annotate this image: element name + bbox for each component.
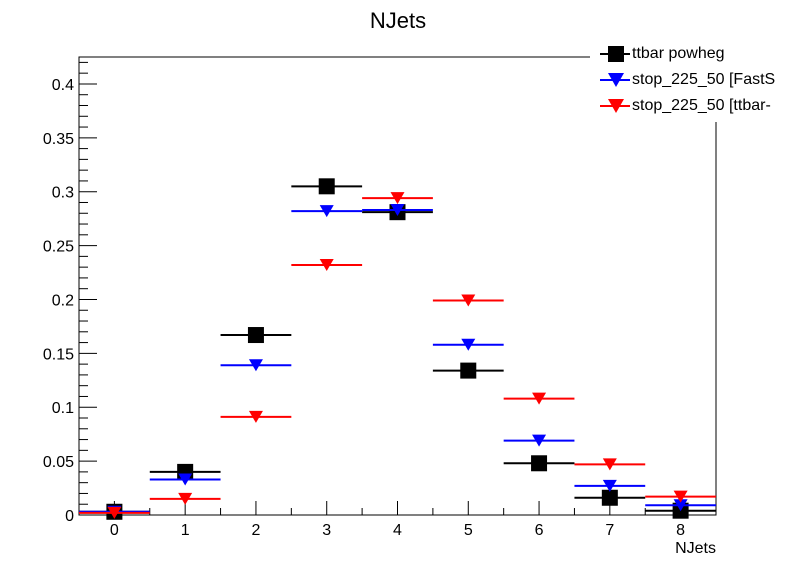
- legend-label: stop_225_50 [ttbar-: [632, 97, 771, 114]
- series-2: [79, 192, 716, 519]
- square-marker-icon: [600, 46, 630, 62]
- x-tick-label: 1: [181, 522, 190, 539]
- y-tick-label: 0.3: [52, 185, 74, 202]
- x-tick-label: 7: [605, 522, 614, 539]
- x-tick-label: 2: [251, 522, 260, 539]
- data-point: [107, 506, 122, 519]
- data-point: [318, 178, 335, 195]
- data-point: [248, 359, 263, 372]
- x-tick-label: 4: [393, 522, 402, 539]
- legend-label: stop_225_50 [FastS: [632, 71, 776, 88]
- x-tick-label: 5: [464, 522, 473, 539]
- x-tick-label: 3: [322, 522, 331, 539]
- legend-entry-ttbar: ttbar powheg: [590, 41, 796, 67]
- data-point: [390, 204, 405, 217]
- x-tick-label: 6: [535, 522, 544, 539]
- y-tick-label: 0.1: [52, 400, 74, 417]
- y-tick-label: 0.05: [43, 454, 74, 471]
- legend-label: ttbar powheg: [632, 45, 725, 62]
- data-point: [390, 192, 405, 205]
- y-tick-label: 0.15: [43, 346, 74, 363]
- y-tick-label: 0: [65, 508, 74, 525]
- series-1: [79, 204, 716, 518]
- data-point: [531, 455, 548, 472]
- data-point: [460, 362, 477, 379]
- triangle-down-marker-icon: [600, 99, 630, 113]
- y-tick-label: 0.35: [43, 131, 74, 148]
- y-axis: 0 0.05 0.1 0.15 0.2 0.25 0.3 0.35 0.4: [43, 61, 97, 525]
- series-layer: [79, 178, 716, 520]
- triangle-down-marker-icon: [600, 73, 630, 87]
- y-tick-label: 0.4: [52, 77, 74, 94]
- data-point: [602, 479, 617, 492]
- data-point: [673, 499, 688, 512]
- chart-title: NJets: [370, 8, 426, 33]
- data-point: [601, 489, 618, 506]
- x-tick-label: 0: [110, 522, 119, 539]
- legend: ttbar powheg stop_225_50 [FastS stop_225…: [590, 38, 796, 122]
- x-axis: 0 1 2 3 4 5 6 7 8: [78, 501, 717, 539]
- data-point: [532, 434, 547, 447]
- data-point: [532, 392, 547, 405]
- data-point: [673, 490, 688, 503]
- data-point: [247, 327, 264, 344]
- series-0: [79, 178, 716, 520]
- data-point: [461, 338, 476, 351]
- data-point: [319, 258, 334, 271]
- data-point: [248, 410, 263, 423]
- data-point: [319, 205, 334, 218]
- data-point: [461, 294, 476, 307]
- x-axis-label: NJets: [675, 540, 716, 557]
- data-point: [178, 473, 193, 486]
- legend-entry-stop-fastsim: stop_225_50 [FastS: [590, 67, 796, 93]
- y-tick-label: 0.25: [43, 239, 74, 256]
- x-tick-label: 8: [676, 522, 685, 539]
- legend-entry-stop-ttbar: stop_225_50 [ttbar-: [590, 93, 796, 119]
- data-point: [602, 458, 617, 471]
- plot-frame: [78, 56, 717, 516]
- data-point: [178, 492, 193, 505]
- y-tick-label: 0.2: [52, 292, 74, 309]
